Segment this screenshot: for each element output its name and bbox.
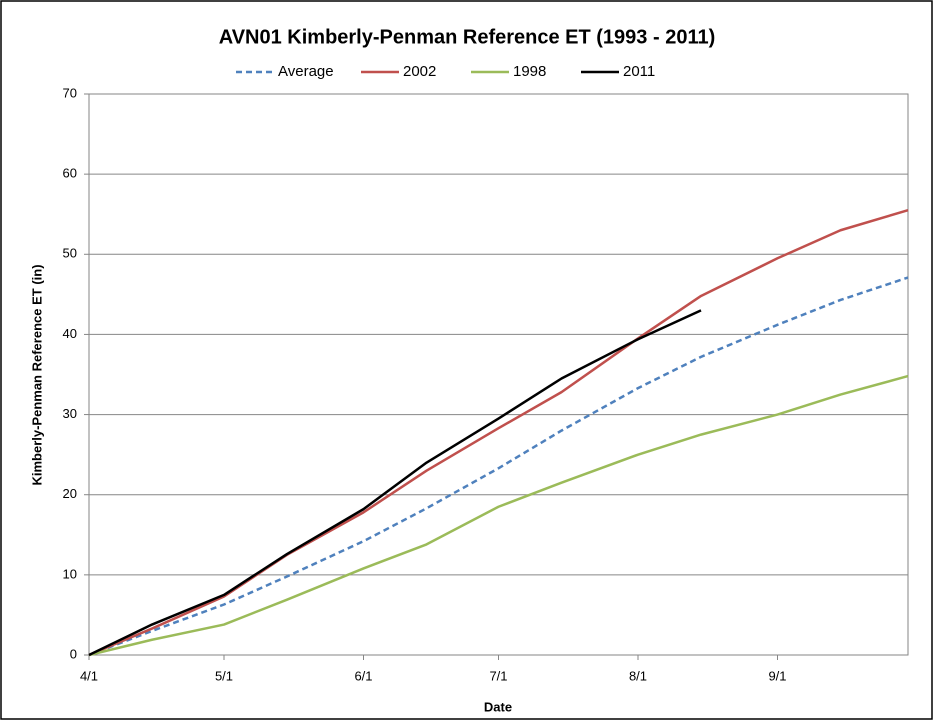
x-tick-label: 7/1 <box>489 668 507 683</box>
series-line <box>88 309 702 657</box>
x-tick-label: 6/1 <box>354 668 372 683</box>
legend-label: 2011 <box>623 63 655 80</box>
y-tick-label: 20 <box>63 486 77 501</box>
y-tick-label: 30 <box>63 406 77 421</box>
y-tick-label: 70 <box>63 85 77 100</box>
legend-label: 1998 <box>513 63 546 80</box>
x-tick-label: 5/1 <box>215 668 233 683</box>
x-tick-label: 8/1 <box>629 668 647 683</box>
legend-label: 2002 <box>403 63 436 80</box>
series-line <box>88 209 909 657</box>
y-tick-label: 60 <box>63 166 77 181</box>
y-tick-label: 40 <box>63 326 77 341</box>
chart-title: AVN01 Kimberly-Penman Reference ET (1993… <box>219 26 716 48</box>
y-tick-label: 10 <box>63 566 77 581</box>
series-line <box>88 374 909 657</box>
x-axis-label: Date <box>484 699 512 714</box>
y-axis-label: Kimberly-Penman Reference ET (in) <box>29 264 44 485</box>
x-tick-label: 9/1 <box>768 668 786 683</box>
legend-label: Average <box>278 63 334 80</box>
x-tick-label: 4/1 <box>80 668 98 683</box>
y-tick-label: 0 <box>70 646 77 661</box>
series-line <box>88 276 909 657</box>
y-tick-label: 50 <box>63 246 77 261</box>
